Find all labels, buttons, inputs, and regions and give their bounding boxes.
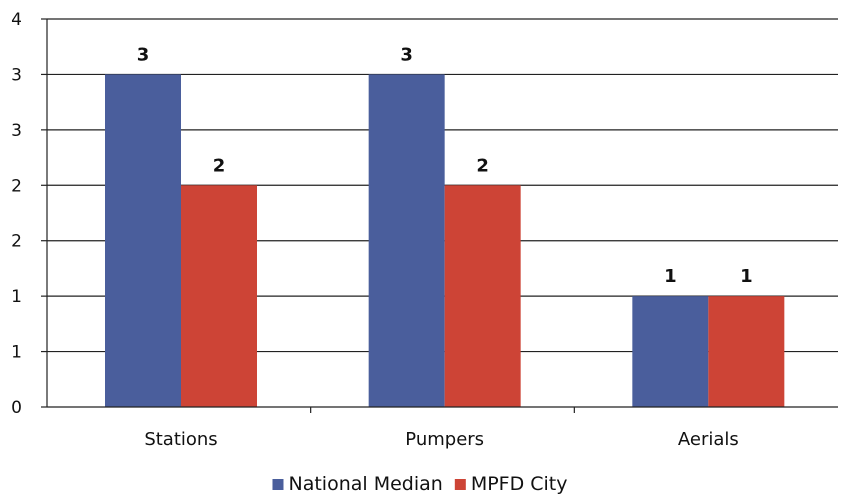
- data-label: 2: [213, 155, 226, 176]
- x-axis-category-labels: Stations Pumpers Aerials: [144, 429, 738, 450]
- category-label: Pumpers: [405, 429, 484, 450]
- bar: [368, 74, 445, 407]
- data-labels: 3 2 3 2 1 1: [137, 44, 753, 287]
- legend-label: National Median: [288, 473, 442, 495]
- data-label: 2: [476, 155, 489, 176]
- y-tick-label: 3: [11, 121, 22, 141]
- category-label: Stations: [144, 429, 217, 450]
- bar: [444, 185, 521, 407]
- axes: [41, 18, 838, 413]
- y-tick-label: 3: [11, 65, 22, 85]
- legend-swatch: [454, 479, 466, 490]
- legend: National Median MPFD City: [272, 473, 568, 495]
- y-tick-label: 1: [11, 343, 22, 363]
- bar: [632, 296, 709, 407]
- y-tick-label: 2: [11, 176, 22, 196]
- data-label: 3: [400, 44, 413, 65]
- y-tick-label: 4: [11, 10, 22, 30]
- data-label: 1: [740, 266, 753, 287]
- legend-swatch: [272, 479, 284, 490]
- y-axis-tick-labels: 0 1 1 2 2 3 3 4: [11, 10, 22, 418]
- bar: [708, 296, 785, 407]
- category-label: Aerials: [678, 429, 739, 450]
- bar: [181, 185, 257, 407]
- legend-label: MPFD City: [471, 473, 568, 495]
- data-label: 3: [137, 44, 150, 65]
- y-tick-label: 0: [11, 398, 22, 418]
- y-tick-label: 1: [11, 287, 22, 307]
- bar: [105, 74, 181, 407]
- y-tick-label: 2: [11, 232, 22, 252]
- bars: [105, 74, 785, 407]
- data-label: 1: [664, 266, 677, 287]
